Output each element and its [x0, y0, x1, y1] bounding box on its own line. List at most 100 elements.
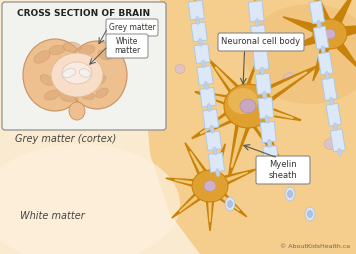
Polygon shape — [314, 26, 329, 49]
Ellipse shape — [325, 71, 329, 80]
Polygon shape — [189, 151, 213, 187]
Polygon shape — [166, 178, 211, 192]
Polygon shape — [208, 184, 240, 211]
Polygon shape — [200, 102, 250, 134]
Ellipse shape — [329, 97, 334, 105]
Polygon shape — [205, 131, 222, 151]
Ellipse shape — [308, 211, 313, 217]
Ellipse shape — [23, 39, 87, 111]
Polygon shape — [214, 66, 251, 109]
Polygon shape — [251, 25, 267, 46]
Ellipse shape — [204, 82, 208, 90]
Polygon shape — [324, 0, 356, 37]
Polygon shape — [231, 105, 253, 168]
Ellipse shape — [228, 88, 258, 114]
Ellipse shape — [79, 45, 95, 55]
Polygon shape — [245, 71, 307, 111]
Ellipse shape — [210, 125, 214, 133]
Ellipse shape — [245, 4, 356, 104]
Polygon shape — [191, 98, 252, 139]
Polygon shape — [242, 65, 318, 116]
Polygon shape — [203, 109, 219, 129]
Ellipse shape — [40, 75, 54, 85]
Ellipse shape — [225, 197, 235, 211]
Ellipse shape — [285, 187, 295, 201]
Text: Grey matter: Grey matter — [109, 23, 155, 32]
Ellipse shape — [288, 190, 293, 198]
FancyBboxPatch shape — [2, 2, 166, 130]
Polygon shape — [253, 49, 269, 70]
Ellipse shape — [207, 103, 211, 112]
Ellipse shape — [196, 17, 200, 24]
Ellipse shape — [258, 43, 262, 51]
Polygon shape — [283, 16, 332, 40]
Ellipse shape — [74, 72, 90, 82]
Ellipse shape — [62, 62, 92, 84]
Ellipse shape — [80, 91, 94, 99]
Ellipse shape — [34, 51, 50, 63]
Ellipse shape — [262, 91, 267, 99]
Ellipse shape — [213, 147, 217, 155]
Polygon shape — [246, 99, 302, 121]
Ellipse shape — [69, 102, 85, 120]
Polygon shape — [200, 87, 216, 107]
Ellipse shape — [255, 19, 259, 27]
Ellipse shape — [199, 38, 203, 46]
Polygon shape — [194, 44, 210, 64]
Ellipse shape — [270, 164, 274, 171]
Polygon shape — [179, 184, 212, 212]
Polygon shape — [260, 121, 276, 143]
Ellipse shape — [224, 84, 272, 128]
Polygon shape — [287, 28, 332, 50]
Polygon shape — [209, 59, 255, 112]
FancyBboxPatch shape — [106, 34, 148, 58]
Ellipse shape — [267, 139, 272, 147]
Polygon shape — [322, 77, 337, 101]
Ellipse shape — [325, 29, 335, 39]
Polygon shape — [318, 52, 333, 75]
Polygon shape — [312, 32, 336, 81]
Polygon shape — [325, 30, 356, 71]
Ellipse shape — [98, 50, 112, 60]
Ellipse shape — [92, 75, 106, 85]
Ellipse shape — [192, 170, 228, 202]
Ellipse shape — [44, 90, 60, 100]
Polygon shape — [209, 172, 248, 189]
Ellipse shape — [175, 65, 185, 73]
Polygon shape — [203, 93, 249, 110]
Polygon shape — [206, 181, 247, 217]
Polygon shape — [256, 73, 271, 94]
Ellipse shape — [51, 53, 103, 97]
Polygon shape — [197, 66, 213, 85]
Polygon shape — [207, 186, 213, 222]
Polygon shape — [240, 102, 284, 167]
Polygon shape — [248, 1, 264, 22]
Polygon shape — [191, 22, 207, 42]
Polygon shape — [204, 144, 226, 188]
Polygon shape — [330, 129, 345, 152]
Polygon shape — [195, 91, 250, 114]
Ellipse shape — [338, 149, 342, 156]
Polygon shape — [329, 24, 356, 41]
Ellipse shape — [305, 207, 315, 221]
Polygon shape — [238, 38, 267, 109]
Polygon shape — [184, 142, 216, 189]
Text: Myelin
sheath: Myelin sheath — [269, 160, 297, 180]
Ellipse shape — [240, 99, 256, 113]
Ellipse shape — [265, 115, 269, 123]
Text: White
matter: White matter — [114, 37, 140, 55]
Polygon shape — [326, 103, 341, 126]
Ellipse shape — [334, 123, 337, 131]
Ellipse shape — [204, 181, 216, 192]
Polygon shape — [263, 146, 279, 167]
FancyBboxPatch shape — [106, 19, 158, 36]
Polygon shape — [208, 168, 257, 193]
Ellipse shape — [96, 88, 108, 98]
Polygon shape — [227, 103, 258, 179]
Polygon shape — [204, 186, 216, 231]
FancyBboxPatch shape — [218, 33, 304, 51]
Polygon shape — [258, 97, 274, 119]
Ellipse shape — [62, 69, 76, 77]
Ellipse shape — [53, 75, 70, 85]
Ellipse shape — [283, 73, 297, 85]
